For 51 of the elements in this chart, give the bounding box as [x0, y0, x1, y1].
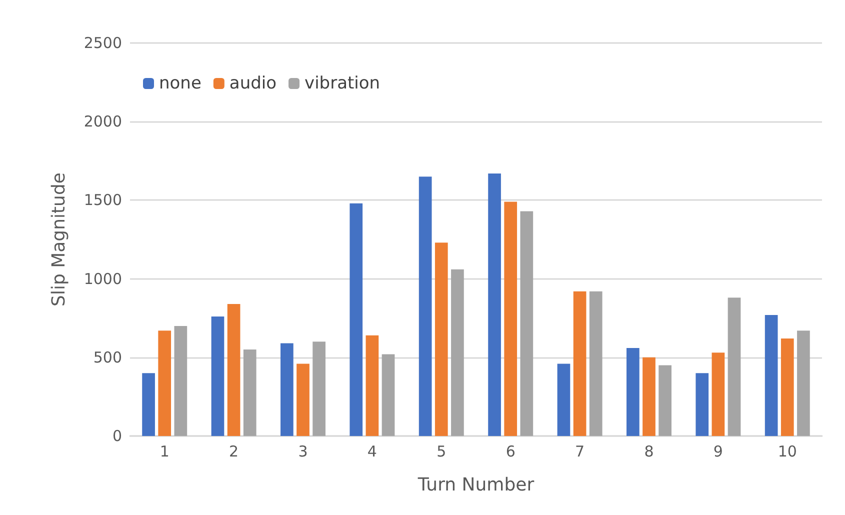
y-tick-label: 1000 — [84, 270, 122, 288]
bar — [350, 203, 363, 436]
bar — [382, 354, 395, 436]
x-tick-label: 8 — [644, 442, 654, 460]
bar — [434, 242, 448, 436]
x-tick-label: 9 — [713, 442, 723, 460]
legend-label: none — [159, 74, 202, 94]
bar — [280, 343, 294, 436]
bar — [557, 364, 570, 436]
bar — [712, 352, 725, 436]
bar — [243, 350, 256, 436]
bar — [764, 314, 778, 436]
bar — [312, 342, 326, 436]
bar — [504, 202, 518, 436]
legend-label: audio — [229, 74, 277, 94]
bar — [520, 211, 534, 436]
x-tick-label: 6 — [506, 442, 516, 460]
x-axis-title: Turn Number — [416, 474, 535, 496]
x-tick-label: 5 — [436, 442, 446, 460]
legend-label: vibration — [304, 74, 380, 94]
x-tick-label: 2 — [229, 442, 239, 460]
bar — [451, 269, 464, 436]
x-tick-label: 1 — [160, 442, 170, 460]
y-axis-title: Slip Magnitude — [48, 172, 70, 306]
bar — [626, 348, 640, 436]
bar — [227, 304, 240, 436]
bar — [174, 326, 188, 436]
x-tick-label: 3 — [298, 442, 308, 460]
x-tick-label: 10 — [778, 442, 797, 460]
y-tick-label: 1500 — [84, 191, 122, 210]
bar — [642, 357, 656, 436]
bar — [158, 330, 172, 436]
bar — [658, 365, 672, 436]
bar — [366, 335, 379, 436]
y-tick-label: 2500 — [84, 34, 122, 52]
bar — [488, 173, 501, 436]
y-tick-label: 500 — [93, 348, 122, 366]
bar — [728, 298, 741, 436]
bar — [696, 373, 709, 436]
y-tick-label: 0 — [112, 427, 122, 445]
bar — [780, 338, 794, 436]
x-tick-label: 7 — [575, 442, 585, 460]
bar — [589, 291, 602, 436]
bar — [573, 291, 586, 436]
bar — [142, 373, 155, 436]
bar — [797, 330, 810, 436]
x-tick-label: 4 — [367, 442, 377, 460]
y-tick-label: 2000 — [84, 112, 122, 131]
bar — [418, 176, 432, 436]
bar — [296, 364, 310, 436]
bar — [211, 316, 224, 436]
